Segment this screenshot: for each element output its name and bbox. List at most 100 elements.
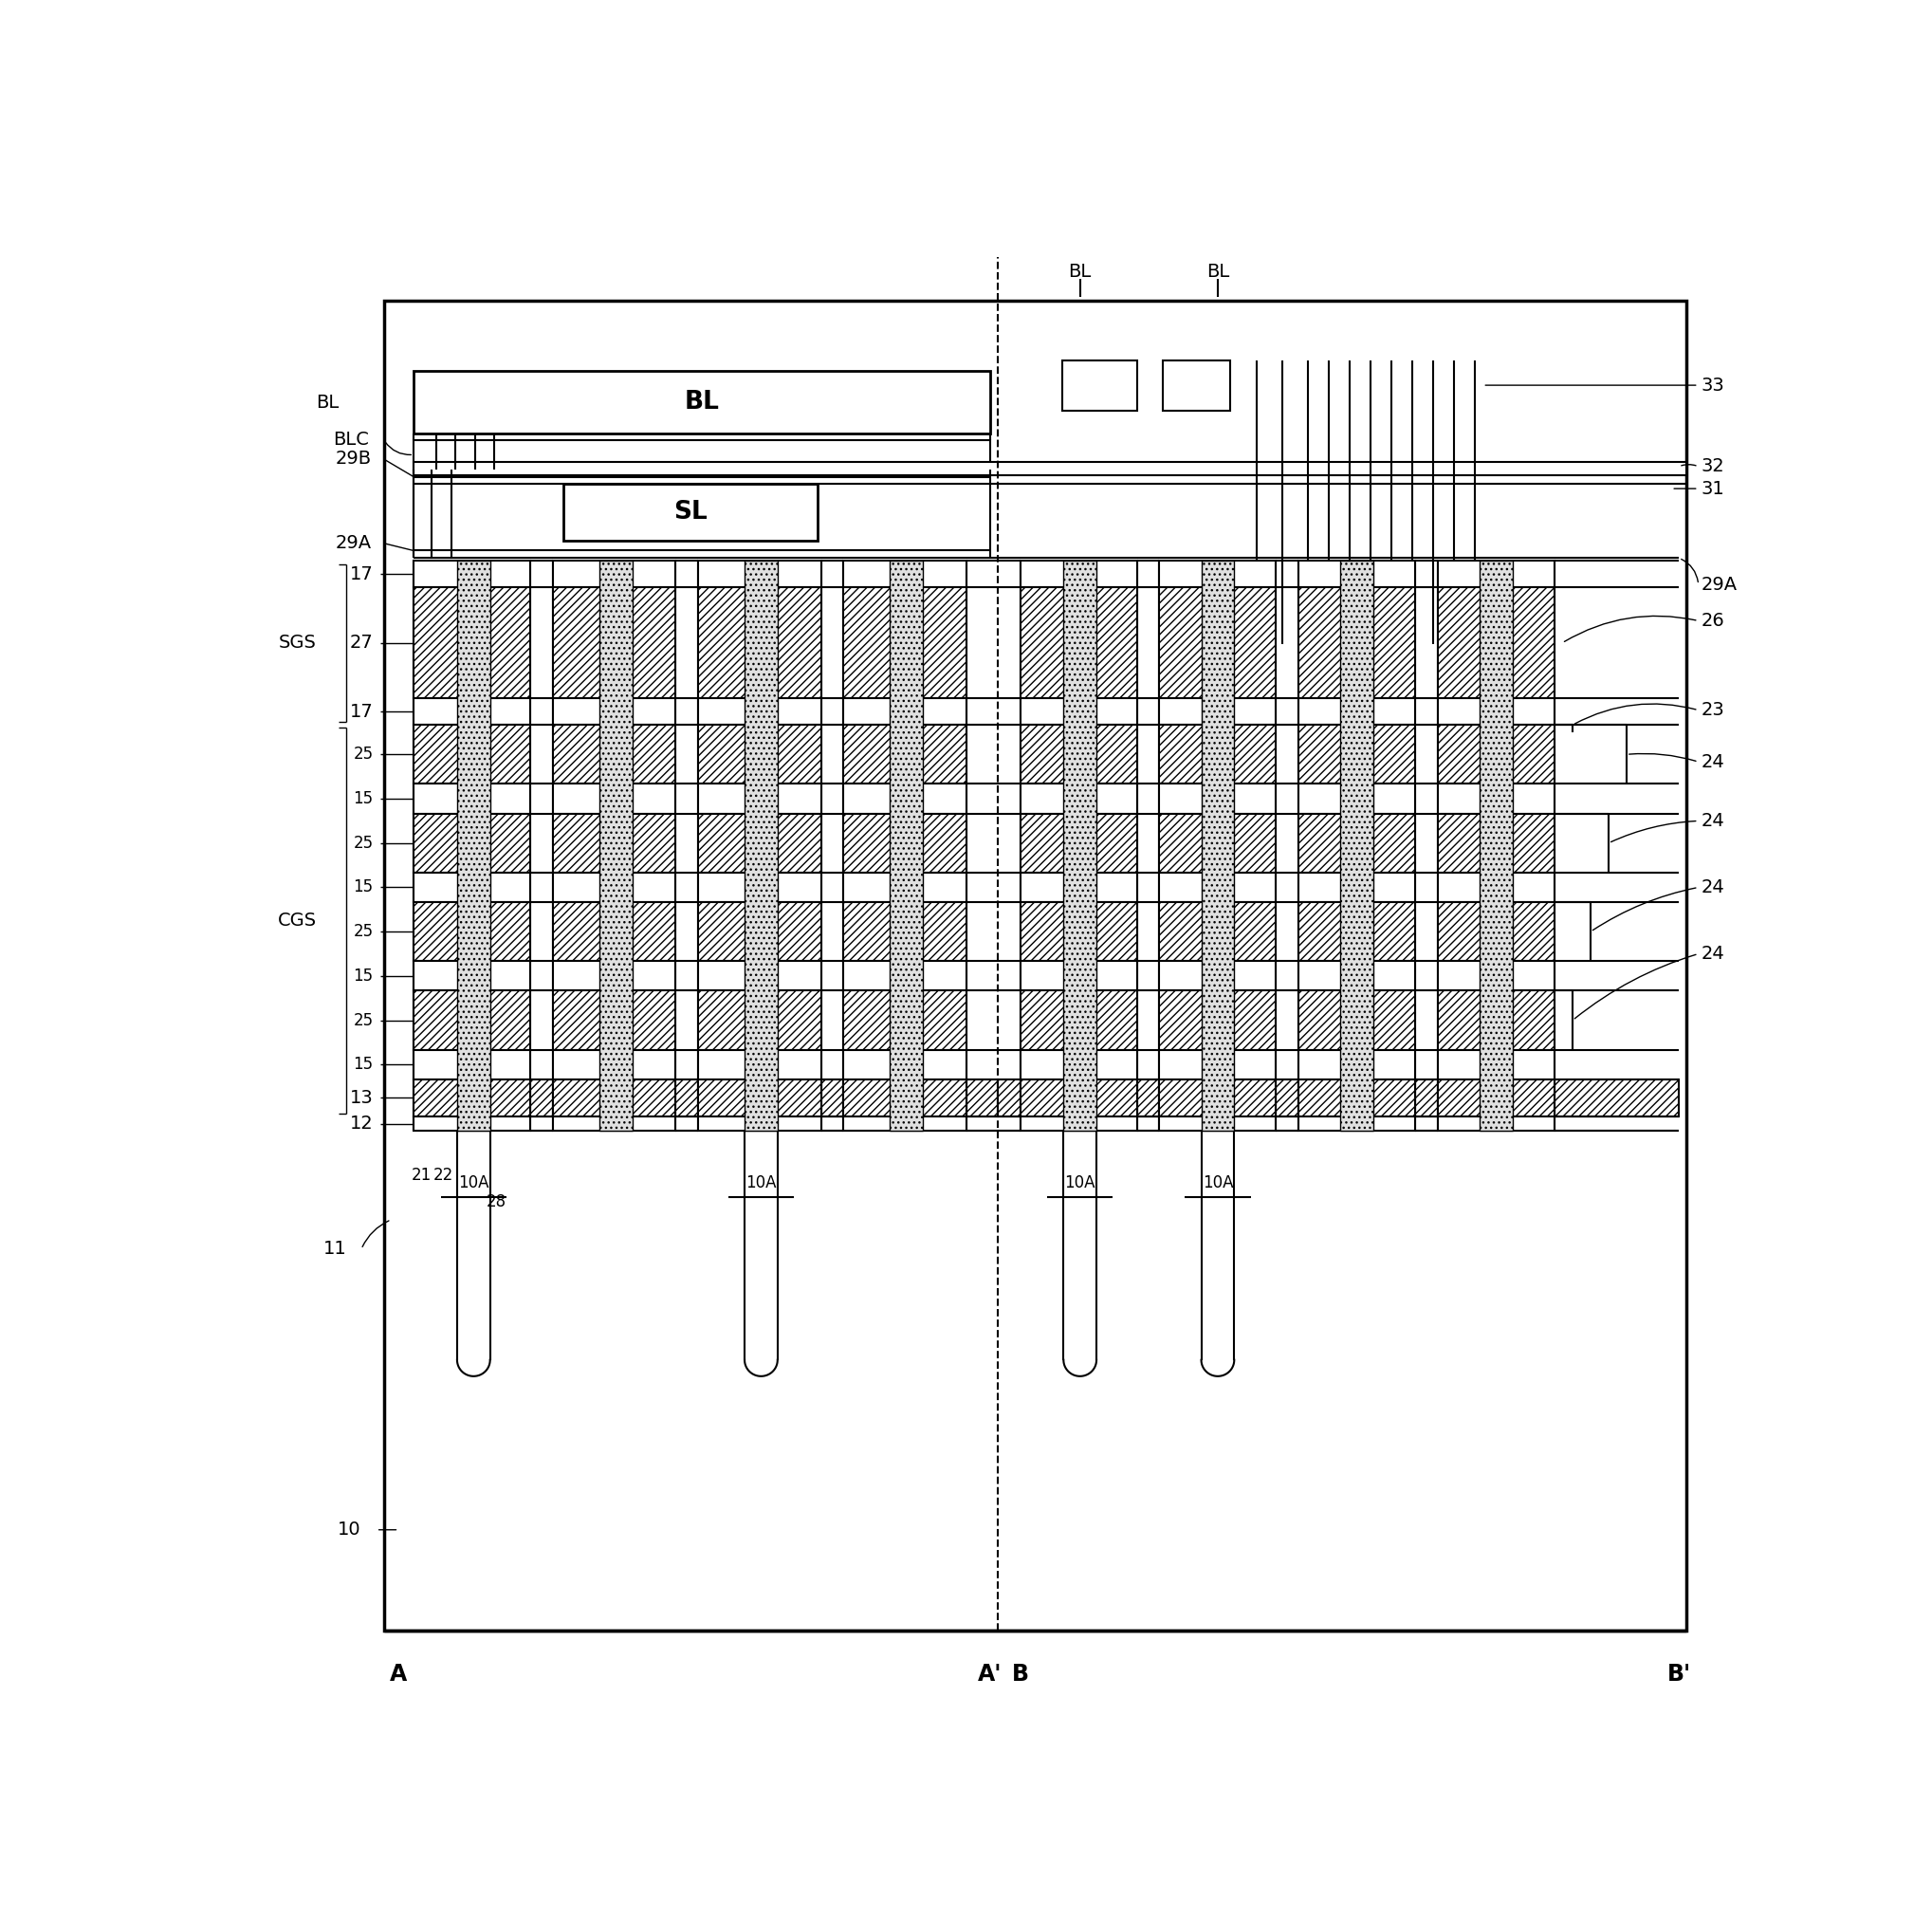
Text: 21: 21 bbox=[412, 1166, 431, 1183]
Bar bbox=[844, 901, 966, 961]
Bar bbox=[697, 961, 821, 992]
Bar bbox=[413, 784, 531, 813]
Text: B': B' bbox=[1667, 1663, 1690, 1686]
Bar bbox=[744, 560, 777, 1132]
Text: 24: 24 bbox=[1702, 811, 1725, 830]
Bar bbox=[1437, 992, 1555, 1049]
Bar bbox=[1416, 1080, 1437, 1116]
Bar bbox=[697, 992, 821, 1049]
Bar bbox=[1159, 1080, 1277, 1116]
Text: 15: 15 bbox=[354, 967, 373, 984]
Bar bbox=[1437, 1116, 1555, 1132]
Text: BL: BL bbox=[315, 393, 338, 410]
Bar bbox=[1437, 961, 1555, 992]
Bar bbox=[1159, 961, 1277, 992]
Text: 29B: 29B bbox=[336, 451, 371, 468]
Bar bbox=[553, 784, 676, 813]
Text: 33: 33 bbox=[1702, 376, 1725, 395]
Bar bbox=[1159, 784, 1277, 813]
Bar bbox=[1020, 873, 1136, 901]
Text: 13: 13 bbox=[350, 1089, 373, 1107]
Text: 11: 11 bbox=[323, 1241, 346, 1258]
Bar bbox=[413, 462, 1687, 476]
Text: 23: 23 bbox=[1702, 702, 1725, 719]
Text: SL: SL bbox=[674, 501, 707, 524]
Bar bbox=[1480, 560, 1513, 1132]
Text: 29A: 29A bbox=[1702, 575, 1737, 593]
Bar bbox=[553, 813, 676, 873]
Bar bbox=[1298, 1116, 1416, 1132]
Text: 25: 25 bbox=[354, 834, 373, 852]
Text: 15: 15 bbox=[354, 1057, 373, 1074]
Text: SGS: SGS bbox=[278, 635, 317, 652]
Bar bbox=[1437, 560, 1555, 587]
Bar bbox=[844, 560, 966, 587]
Bar bbox=[844, 725, 966, 784]
Bar bbox=[844, 1049, 966, 1080]
Text: 17: 17 bbox=[350, 702, 373, 721]
Bar bbox=[1202, 560, 1235, 1132]
Text: 29A: 29A bbox=[336, 535, 371, 552]
Text: 10A: 10A bbox=[1202, 1174, 1233, 1191]
Bar bbox=[1298, 725, 1416, 784]
Bar bbox=[697, 1116, 821, 1132]
Text: CGS: CGS bbox=[278, 911, 317, 930]
Text: 25: 25 bbox=[354, 1011, 373, 1028]
Text: 12: 12 bbox=[350, 1114, 373, 1134]
Text: 24: 24 bbox=[1702, 946, 1725, 963]
Text: 31: 31 bbox=[1702, 480, 1725, 497]
Bar bbox=[821, 1080, 844, 1116]
Bar bbox=[413, 813, 531, 873]
Bar bbox=[1298, 560, 1416, 587]
Bar bbox=[1063, 361, 1136, 410]
Bar bbox=[1020, 784, 1136, 813]
Bar bbox=[553, 698, 676, 725]
Bar bbox=[413, 901, 531, 961]
Bar bbox=[697, 725, 821, 784]
Bar bbox=[1555, 1080, 1679, 1116]
Text: 10: 10 bbox=[338, 1521, 361, 1538]
Bar bbox=[844, 1080, 966, 1116]
Bar bbox=[1020, 1116, 1136, 1132]
Bar bbox=[1159, 873, 1277, 901]
Bar bbox=[553, 1116, 676, 1132]
Text: 32: 32 bbox=[1702, 458, 1725, 476]
Bar bbox=[1277, 1080, 1298, 1116]
Text: BL: BL bbox=[684, 389, 719, 414]
Bar bbox=[553, 992, 676, 1049]
Bar bbox=[1159, 992, 1277, 1049]
Bar bbox=[1163, 361, 1229, 410]
Bar bbox=[844, 698, 966, 725]
Bar bbox=[531, 1080, 553, 1116]
Bar bbox=[413, 439, 991, 470]
Bar bbox=[844, 992, 966, 1049]
Text: 15: 15 bbox=[354, 790, 373, 807]
Bar bbox=[413, 1080, 531, 1116]
Bar bbox=[1020, 813, 1136, 873]
Bar bbox=[413, 560, 531, 587]
Bar bbox=[1437, 1080, 1555, 1116]
Bar bbox=[1020, 901, 1136, 961]
Bar bbox=[413, 873, 531, 901]
Bar bbox=[553, 873, 676, 901]
Bar bbox=[1020, 698, 1136, 725]
Bar bbox=[553, 1049, 676, 1080]
Bar bbox=[553, 901, 676, 961]
Bar bbox=[697, 1049, 821, 1080]
Text: A': A' bbox=[978, 1663, 1003, 1686]
Text: A: A bbox=[390, 1663, 408, 1686]
Bar bbox=[844, 813, 966, 873]
Text: 15: 15 bbox=[354, 878, 373, 896]
Bar bbox=[1159, 1049, 1277, 1080]
Text: 24: 24 bbox=[1702, 878, 1725, 896]
Text: BLC: BLC bbox=[332, 432, 369, 449]
Bar bbox=[1020, 961, 1136, 992]
Bar bbox=[1437, 587, 1555, 698]
Text: 27: 27 bbox=[350, 635, 373, 652]
Bar bbox=[1298, 698, 1416, 725]
Bar bbox=[1159, 1116, 1277, 1132]
Bar bbox=[997, 1080, 1020, 1116]
Bar bbox=[1063, 560, 1097, 1132]
Bar bbox=[1298, 1049, 1416, 1080]
Text: 22: 22 bbox=[433, 1166, 454, 1183]
